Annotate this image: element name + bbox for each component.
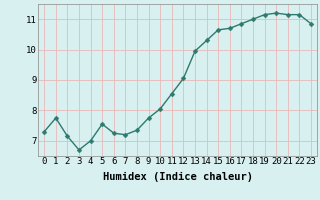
X-axis label: Humidex (Indice chaleur): Humidex (Indice chaleur) (103, 172, 252, 182)
